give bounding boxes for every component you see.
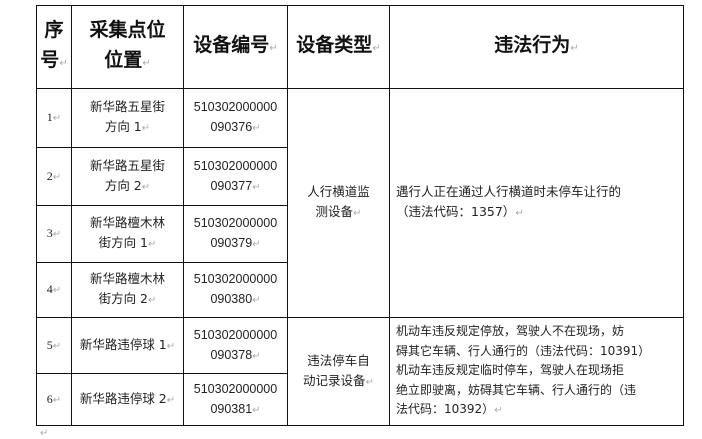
device-type-cell: 人行横道监 测设备: [287, 88, 390, 318]
row-index: 4: [36, 262, 72, 318]
row-device-id: 510302000000 090379: [183, 205, 288, 263]
row-location: 新华路五星街 方向 1: [71, 88, 184, 148]
row-index: 6: [36, 373, 72, 426]
row-index: 1: [36, 88, 72, 148]
row-device-id: 510302000000 090377: [183, 147, 288, 206]
row-index: 5: [36, 317, 72, 374]
row-location: 新华路檀木林 街方向 1: [71, 205, 184, 263]
row-location: 新华路违停球 2: [71, 373, 184, 426]
row-device-id: 510302000000 090380: [183, 262, 288, 318]
device-type-cell: 违法停车自 动记录设备: [287, 317, 390, 426]
header-device-id: 设备编号: [183, 5, 288, 89]
header-violation: 违法行为: [389, 5, 684, 89]
row-location: 新华路五星街 方向 2: [71, 147, 184, 206]
row-location: 新华路檀木林 街方向 2: [71, 262, 184, 318]
row-location: 新华路违停球 1: [71, 317, 184, 374]
row-device-id: 510302000000 090376: [183, 88, 288, 148]
violation-cell: 机动车违反规定停放，驾驶人不在现场，妨 碍其它车辆、行人通行的（违法代码：1039…: [389, 317, 684, 426]
header-location: 采集点位 位置: [71, 5, 184, 89]
row-device-id: 510302000000 090378: [183, 317, 288, 374]
header-index: 序号: [36, 5, 72, 89]
paragraph-mark-icon: ↵: [40, 428, 49, 439]
row-index: 2: [36, 147, 72, 206]
header-device-type: 设备类型: [287, 5, 390, 89]
row-index: 3: [36, 205, 72, 263]
row-device-id: 510302000000 090381: [183, 373, 288, 426]
violation-cell: 遇行人正在通过人行横道时未停车让行的 （违法代码：1357）: [389, 88, 684, 318]
